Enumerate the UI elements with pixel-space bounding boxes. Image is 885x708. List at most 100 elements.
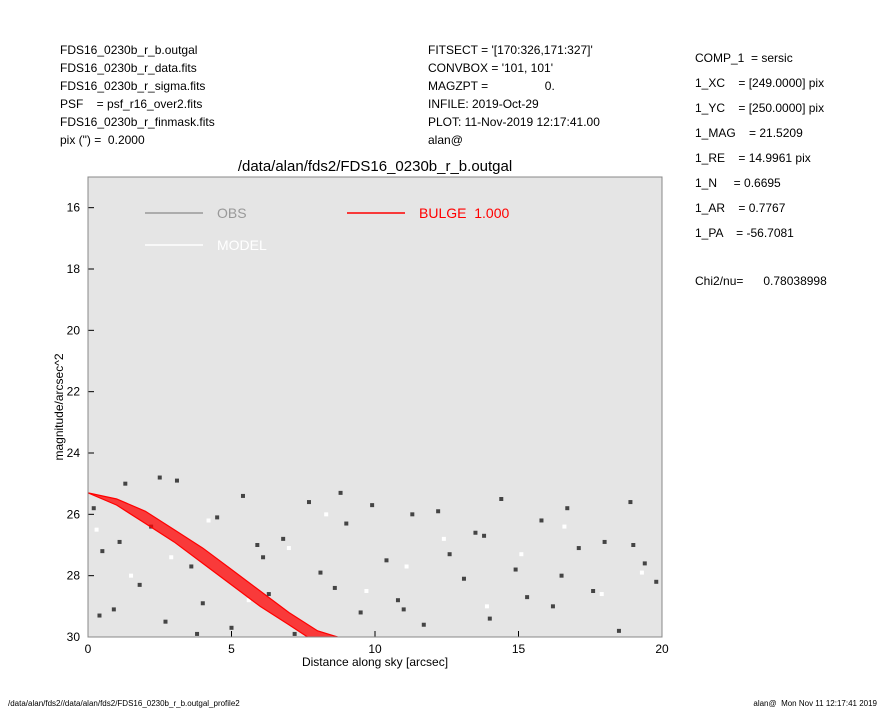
fit-parameter: 1_AR = 0.7767	[695, 201, 786, 215]
legend-label: BULGE 1.000	[419, 205, 509, 221]
point	[421, 622, 426, 627]
x-tick-label: 0	[85, 642, 92, 656]
point	[441, 536, 446, 541]
point	[111, 607, 116, 612]
y-axis-label: magnitude/arcsec^2	[52, 353, 66, 460]
point	[189, 564, 194, 569]
y-tick-label: 18	[67, 262, 81, 276]
point	[344, 521, 349, 526]
point	[436, 509, 441, 514]
point	[562, 524, 567, 529]
x-tick-label: 10	[368, 642, 382, 656]
point	[200, 601, 205, 606]
point	[539, 518, 544, 523]
y-tick-label: 16	[67, 201, 81, 215]
point	[97, 613, 102, 618]
point	[628, 500, 633, 505]
point	[206, 518, 211, 523]
header-middle-line: alan@	[428, 133, 463, 147]
point	[229, 625, 234, 630]
point	[591, 589, 596, 593]
header-middle-line: PLOT: 11-Nov-2019 12:17:41.00	[428, 115, 600, 129]
point	[163, 619, 168, 624]
point	[91, 506, 96, 511]
point	[129, 573, 134, 578]
point	[513, 567, 518, 572]
point	[565, 506, 570, 511]
point	[195, 631, 200, 636]
point	[642, 561, 647, 566]
point	[401, 607, 406, 612]
point	[395, 598, 400, 603]
fit-parameter: 1_PA = -56.7081	[695, 226, 794, 240]
point	[461, 576, 466, 581]
point	[447, 552, 452, 557]
x-tick-label: 5	[228, 642, 235, 656]
y-tick-label: 30	[67, 630, 81, 644]
point	[550, 604, 555, 609]
point	[484, 604, 489, 609]
header-middle-line: MAGZPT = 0.	[428, 79, 555, 93]
legend-label: OBS	[217, 205, 247, 221]
fit-parameter: COMP_1 = sersic	[695, 51, 793, 65]
point	[559, 573, 564, 578]
point	[499, 497, 504, 501]
bulge-edge	[88, 492, 338, 637]
point	[318, 570, 323, 575]
point	[384, 558, 389, 563]
point	[338, 490, 343, 495]
header-left-line: pix (") = 0.2000	[60, 133, 145, 147]
footer-left: /data/alan/fds2//data/alan/fds2/FDS16_02…	[8, 699, 240, 708]
y-tick-label: 26	[67, 507, 81, 521]
point	[324, 512, 329, 517]
point	[169, 555, 174, 560]
header-left-line: FDS16_0230b_r_sigma.fits	[60, 79, 205, 93]
point	[332, 585, 337, 590]
fit-parameter: 1_MAG = 21.5209	[695, 126, 803, 140]
point	[519, 552, 524, 557]
point	[100, 549, 105, 554]
point	[123, 481, 128, 486]
header-middle-line: FITSECT = '[170:326,171:327]'	[428, 43, 593, 57]
point	[240, 493, 245, 498]
point	[370, 503, 375, 508]
y-tick-label: 22	[67, 385, 81, 399]
point	[482, 533, 487, 538]
point	[215, 515, 220, 520]
point	[281, 536, 286, 541]
header-middle-line: INFILE: 2019-Oct-29	[428, 97, 539, 111]
header-left-line: FDS16_0230b_r_b.outgal	[60, 43, 197, 57]
point	[246, 598, 251, 603]
bulge-band	[88, 492, 338, 637]
point	[94, 527, 99, 532]
point	[174, 478, 179, 483]
x-axis-label: Distance along sky [arcsec]	[302, 655, 448, 669]
fit-parameter: 1_XC = [249.0000] pix	[695, 76, 824, 90]
y-tick-label: 24	[67, 446, 81, 460]
plot-frame	[87, 176, 663, 638]
point	[410, 512, 415, 517]
bulge-edge	[88, 492, 308, 637]
x-tick-label: 15	[512, 642, 526, 656]
point	[404, 564, 409, 569]
point	[292, 631, 297, 636]
point	[616, 628, 621, 633]
header-middle-line: CONVBOX = '101, 101'	[428, 61, 553, 75]
footer-right: alan@ Mon Nov 11 12:17:41 2019	[753, 699, 877, 708]
legend-label: MODEL	[217, 237, 267, 253]
point	[473, 530, 478, 535]
point	[266, 592, 271, 597]
y-tick-label: 20	[67, 323, 81, 337]
point	[157, 475, 162, 480]
point	[117, 539, 122, 544]
plot-area	[87, 176, 663, 638]
plot-content	[88, 475, 659, 637]
x-tick-label: 20	[655, 642, 669, 656]
point	[358, 610, 363, 615]
point	[137, 582, 142, 587]
point	[599, 592, 604, 597]
fit-parameter: 1_N = 0.6695	[695, 176, 781, 190]
point	[364, 589, 369, 593]
point	[631, 543, 636, 547]
